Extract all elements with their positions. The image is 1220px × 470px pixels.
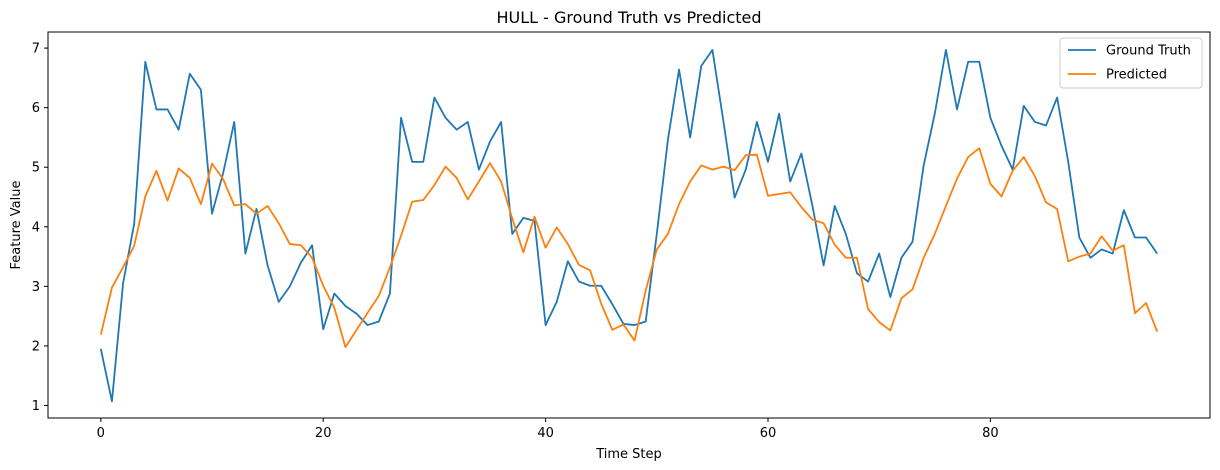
y-tick-label: 1 [32,399,40,414]
plot-frame [47,31,1211,419]
legend-label: Predicted [1106,68,1167,83]
x-tick-label: 80 [982,426,999,441]
y-tick-label: 5 [32,161,40,176]
y-axis-ticks: 1 2 3 4 5 6 7 [32,42,48,414]
y-tick-label: 6 [32,101,40,116]
x-tick-label: 60 [760,426,777,441]
series-line-predicted [99,147,1159,349]
x-axis-ticks: 0 20 40 60 80 [97,418,999,441]
x-axis-title: Time Step [595,447,662,462]
y-tick-label: 3 [32,280,40,295]
y-tick-label: 4 [32,220,40,235]
x-tick-label: 0 [97,426,105,441]
chart-title: HULL - Ground Truth vs Predicted [496,8,761,27]
plot-lines [99,48,1159,403]
legend: Ground Truth Predicted [1059,37,1203,89]
y-axis-title: Feature Value [9,181,24,270]
y-tick-label: 7 [32,42,40,57]
series-line-ground-truth [99,48,1158,403]
x-tick-label: 20 [315,426,332,441]
y-tick-label: 2 [32,339,40,354]
x-tick-label: 40 [537,426,554,441]
legend-label: Ground Truth [1106,44,1191,59]
